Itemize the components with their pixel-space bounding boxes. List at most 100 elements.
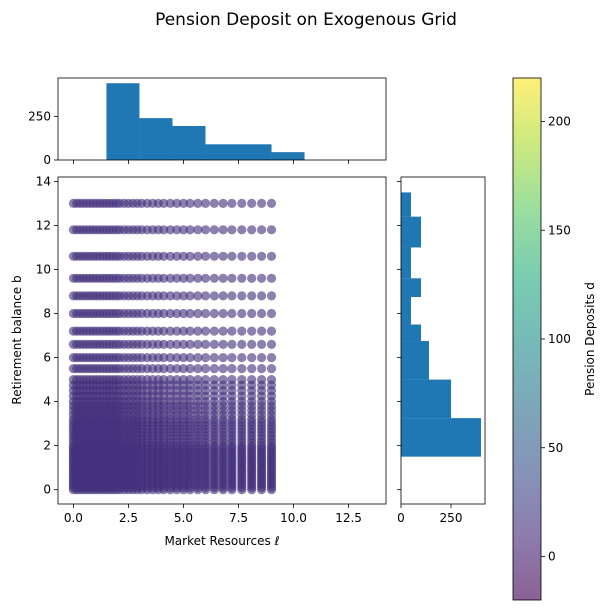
scatter-point xyxy=(237,326,247,336)
scatter-points xyxy=(68,198,277,495)
x-tick-label: 7.5 xyxy=(229,511,248,525)
scatter-point xyxy=(165,353,175,363)
scatter-point xyxy=(172,353,182,363)
scatter-point xyxy=(159,251,169,261)
scatter-point xyxy=(172,225,182,235)
colorbar: 0 50 100 150 200 Pension Deposits d xyxy=(512,77,597,601)
scatter-point xyxy=(172,198,182,208)
scatter-point xyxy=(172,375,182,385)
scatter-point xyxy=(247,273,257,283)
scatter-point xyxy=(227,273,237,283)
top-histogram-ticks: 0 250 xyxy=(28,109,349,167)
x-tick-label: 5.0 xyxy=(174,511,193,525)
right-histogram-bar xyxy=(401,216,421,248)
scatter-point xyxy=(185,225,195,235)
right-histogram-ticks: 0 250 xyxy=(397,181,462,525)
scatter-point xyxy=(193,251,203,261)
scatter-point xyxy=(178,339,189,349)
scatter-point xyxy=(257,225,267,235)
figure-title: Pension Deposit on Exogenous Grid xyxy=(155,10,457,30)
scatter-point xyxy=(237,291,247,301)
scatter-point xyxy=(178,225,189,235)
top-histogram-bar xyxy=(271,152,305,160)
scatter-point xyxy=(185,198,195,208)
scatter-point xyxy=(209,326,219,336)
scatter-point xyxy=(193,364,203,374)
right-histogram: 0 250 xyxy=(397,176,486,525)
scatter-point xyxy=(257,326,267,336)
scatter-point xyxy=(227,326,237,336)
scatter-point xyxy=(178,308,189,319)
scatter-point xyxy=(200,308,211,319)
top-histogram-bar xyxy=(205,144,272,160)
scatter-point xyxy=(257,375,267,385)
scatter-point xyxy=(185,326,195,336)
scatter-point xyxy=(257,339,267,349)
scatter-point xyxy=(237,198,247,208)
scatter-point xyxy=(209,291,219,301)
scatter-point xyxy=(178,291,189,301)
scatter-point xyxy=(218,251,228,261)
scatter-point xyxy=(237,353,247,363)
scatter-point xyxy=(159,273,169,283)
scatter-point xyxy=(209,308,219,319)
scatter-point xyxy=(165,364,175,374)
colorbar-ticks: 0 50 100 150 200 xyxy=(541,115,571,564)
top-histogram-bar xyxy=(106,83,140,160)
scatter-point xyxy=(266,339,277,349)
scatter-point xyxy=(247,339,257,349)
x-tick-label: 2.5 xyxy=(119,511,138,525)
scatter-point xyxy=(218,308,228,319)
scatter-point xyxy=(185,339,195,349)
scatter-point xyxy=(266,364,277,374)
scatter-point xyxy=(247,364,257,374)
scatter-point xyxy=(237,375,247,385)
scatter-point xyxy=(200,364,211,374)
scatter-point xyxy=(159,326,169,336)
scatter-point xyxy=(247,198,257,208)
top-histogram-bars xyxy=(106,83,305,160)
scatter-point xyxy=(193,198,203,208)
scatter-point xyxy=(266,251,277,261)
y-tick-label: 0 xyxy=(43,483,51,497)
scatter-point xyxy=(172,273,182,283)
scatter-point xyxy=(227,291,237,301)
scatter-point xyxy=(209,375,219,385)
scatter-point xyxy=(185,273,195,283)
scatter-point xyxy=(185,308,195,319)
scatter-point xyxy=(209,225,219,235)
scatter-point xyxy=(218,375,228,385)
scatter-point xyxy=(218,198,228,208)
scatter-point xyxy=(247,225,257,235)
scatter-point xyxy=(200,198,211,208)
scatter-point xyxy=(257,251,267,261)
scatter-point xyxy=(209,198,219,208)
right-histogram-bar xyxy=(401,418,481,457)
scatter-point xyxy=(172,308,182,319)
scatter-point xyxy=(200,273,211,283)
x-tick-label: 12.5 xyxy=(335,511,362,525)
right-histogram-bar xyxy=(401,247,411,279)
scatter-point xyxy=(247,375,257,385)
colorbar-tick-label: 50 xyxy=(548,441,563,455)
scatter-point xyxy=(209,251,219,261)
scatter-point xyxy=(200,225,211,235)
scatter-point xyxy=(218,339,228,349)
scatter-point xyxy=(159,198,169,208)
scatter-point xyxy=(165,273,175,283)
right-x-tick-label: 0 xyxy=(397,511,405,525)
scatter-point xyxy=(266,198,277,208)
scatter-point xyxy=(193,291,203,301)
scatter-point xyxy=(172,326,182,336)
scatter-point xyxy=(247,326,257,336)
scatter-point xyxy=(266,273,277,283)
scatter-point xyxy=(185,364,195,374)
scatter-point xyxy=(159,353,169,363)
y-tick-label: 6 xyxy=(43,351,51,365)
scatter-point xyxy=(247,308,257,319)
scatter-point xyxy=(218,326,228,336)
scatter-point xyxy=(266,326,277,336)
y-tick-label: 14 xyxy=(36,174,51,188)
scatter-point xyxy=(257,291,267,301)
scatter-point xyxy=(209,364,219,374)
